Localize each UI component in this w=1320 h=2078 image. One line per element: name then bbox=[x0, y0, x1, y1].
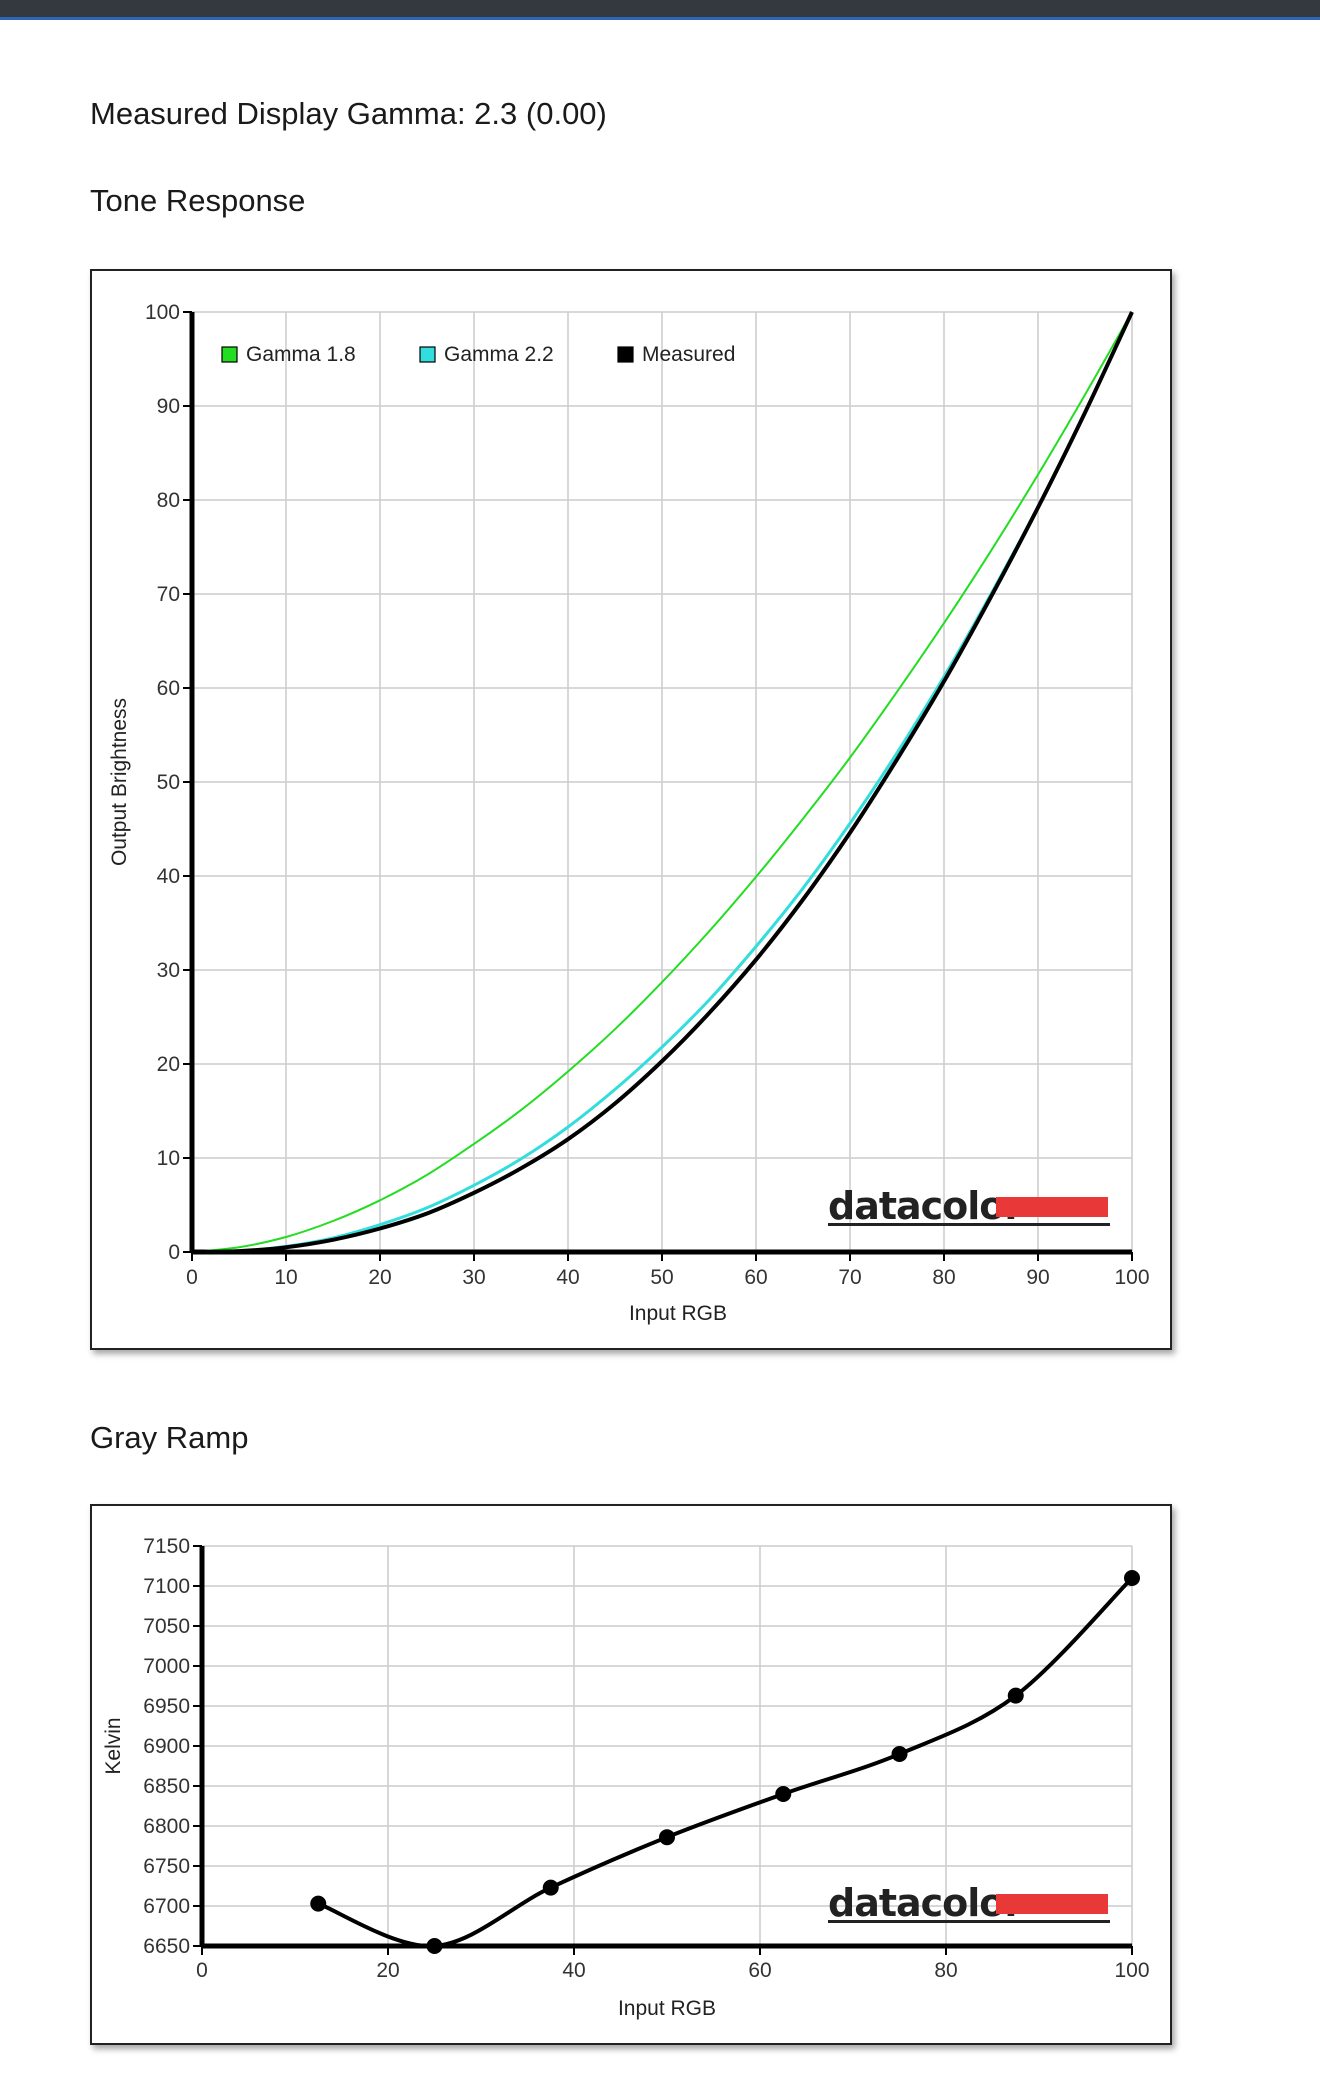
tone-response-title: Tone Response bbox=[90, 183, 306, 218]
data-point bbox=[659, 1829, 675, 1846]
legend-swatch-1 bbox=[221, 346, 238, 363]
y-tick-label: 6850 bbox=[143, 1775, 190, 1798]
legend-label-3: Measured bbox=[642, 343, 735, 366]
y-tick-label: 7150 bbox=[143, 1535, 190, 1558]
gray-ramp-chart: 0 20 40 60 80 100 6650 6700 6750 6800 6850 6900 6950… bbox=[90, 1504, 1172, 2045]
x-tick-label: 0 bbox=[196, 1959, 208, 1982]
data-point bbox=[310, 1895, 327, 1912]
tone-response-chart: 0 10 20 30 40 50 60 70 80 90 100 0 10 20 30 40 50 60 70 80 9… bbox=[90, 269, 1172, 1350]
x-tick-label: 60 bbox=[744, 1266, 767, 1289]
y-tick-label: 10 bbox=[157, 1147, 180, 1170]
y-tick-label: 7100 bbox=[143, 1575, 190, 1598]
datacolor-logo-bar bbox=[996, 1197, 1108, 1217]
x-tick-label: 100 bbox=[1114, 1266, 1149, 1289]
y-tick-label: 80 bbox=[157, 489, 180, 512]
tone-response-plot: 0 10 20 30 40 50 60 70 80 90 100 0 10 20 30 40 50 60 70 80 9… bbox=[108, 301, 1150, 1325]
y-tick-label: 6750 bbox=[143, 1855, 190, 1878]
x-tick-label: 10 bbox=[274, 1266, 297, 1289]
gridlines bbox=[191, 311, 1133, 1253]
top-bar bbox=[0, 0, 1320, 20]
legend-label-1: Gamma 1.8 bbox=[246, 343, 356, 366]
y-tick-label: 6800 bbox=[143, 1815, 190, 1838]
y-tick-label: 6950 bbox=[143, 1695, 190, 1718]
x-tick-label: 0 bbox=[186, 1266, 198, 1289]
series-line-3 bbox=[191, 311, 1134, 1254]
y-tick-label: 6900 bbox=[143, 1735, 190, 1758]
y-tick-label: 6700 bbox=[143, 1895, 190, 1918]
x-tick-label: 80 bbox=[934, 1959, 957, 1982]
y-axis-title: Kelvin bbox=[102, 1717, 125, 1774]
legend-swatch-2 bbox=[419, 346, 436, 363]
datacolor-logo-text: datacolor bbox=[828, 1881, 1023, 1925]
data-point bbox=[775, 1786, 792, 1802]
x-tick-label: 30 bbox=[462, 1266, 485, 1289]
y-tick-label: 40 bbox=[157, 865, 180, 888]
gray-ramp-title: Gray Ramp bbox=[90, 1420, 249, 1455]
data-point bbox=[1007, 1687, 1024, 1704]
y-tick-label: 90 bbox=[157, 395, 180, 418]
y-tick-label: 7050 bbox=[143, 1615, 190, 1638]
data-point bbox=[542, 1879, 559, 1896]
datacolor-logo-bar bbox=[996, 1894, 1108, 1914]
y-axis-title: Output Brightness bbox=[108, 698, 131, 866]
x-axis-title: Input RGB bbox=[629, 1302, 727, 1325]
x-tick-label: 20 bbox=[376, 1959, 399, 1982]
y-tick-label: 6650 bbox=[143, 1935, 190, 1958]
y-tick-label: 30 bbox=[157, 959, 180, 982]
x-tick-label: 60 bbox=[748, 1959, 771, 1982]
gamma-summary: Measured Display Gamma: 2.3 (0.00) bbox=[90, 96, 607, 131]
data-point bbox=[1124, 1570, 1140, 1586]
x-tick-label: 50 bbox=[650, 1266, 673, 1289]
y-tick-label: 7000 bbox=[143, 1655, 190, 1678]
y-tick-label: 100 bbox=[145, 301, 180, 324]
legend-label-2: Gamma 2.2 bbox=[444, 343, 554, 366]
gridlines bbox=[201, 1545, 1133, 1947]
x-tick-label: 90 bbox=[1026, 1266, 1049, 1289]
datacolor-logo-text: datacolor bbox=[828, 1184, 1023, 1228]
y-tick-label: 0 bbox=[168, 1241, 180, 1264]
x-axis-title: Input RGB bbox=[618, 1997, 716, 2020]
x-tick-label: 40 bbox=[562, 1959, 585, 1982]
datacolor-logo-underline bbox=[828, 1920, 1110, 1923]
x-tick-label: 100 bbox=[1114, 1959, 1149, 1982]
y-tick-label: 20 bbox=[157, 1053, 180, 1076]
y-tick-label: 50 bbox=[157, 771, 180, 794]
x-tick-label: 80 bbox=[932, 1266, 955, 1289]
legend-swatch-3 bbox=[617, 346, 634, 363]
datacolor-logo-underline bbox=[828, 1223, 1110, 1226]
series-line-1 bbox=[191, 311, 1133, 1253]
data-point bbox=[426, 1938, 443, 1954]
y-tick-label: 60 bbox=[157, 677, 180, 700]
x-tick-label: 20 bbox=[368, 1266, 391, 1289]
x-tick-label: 40 bbox=[556, 1266, 579, 1289]
data-point bbox=[891, 1746, 908, 1762]
y-tick-label: 70 bbox=[157, 583, 180, 606]
gray-ramp-plot: 0 20 40 60 80 100 6650 6700 6750 6800 6850 6900 6950… bbox=[102, 1535, 1150, 2020]
x-tick-label: 70 bbox=[838, 1266, 861, 1289]
